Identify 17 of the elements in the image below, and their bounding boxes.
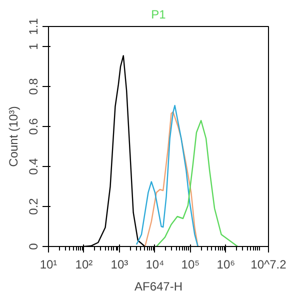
x-tick-label: 10⁵	[181, 258, 200, 272]
x-tick-label: 10^7.2	[250, 258, 287, 272]
x-axis-title: AF647-H	[134, 280, 183, 294]
y-tick-label: 1	[26, 42, 40, 50]
x-tick-label: 10³	[110, 258, 128, 272]
y-tick-label: 0.4	[26, 158, 40, 175]
y-tick-label: 1.1	[26, 18, 40, 35]
y-tick-label: 0.6	[26, 118, 40, 135]
y-tick-label: 0.8	[26, 78, 40, 95]
x-tick-label: 10¹	[40, 258, 58, 272]
y-tick-label: 0	[26, 242, 40, 250]
chart-title: P1	[151, 8, 166, 22]
y-tick-label: 0.2	[26, 198, 40, 215]
x-tick-label: 10⁶	[216, 258, 236, 272]
y-axis-title: Count (10³)	[6, 106, 20, 167]
x-tick-label: 10²	[75, 258, 93, 272]
x-tick-label: 10⁴	[146, 258, 164, 272]
